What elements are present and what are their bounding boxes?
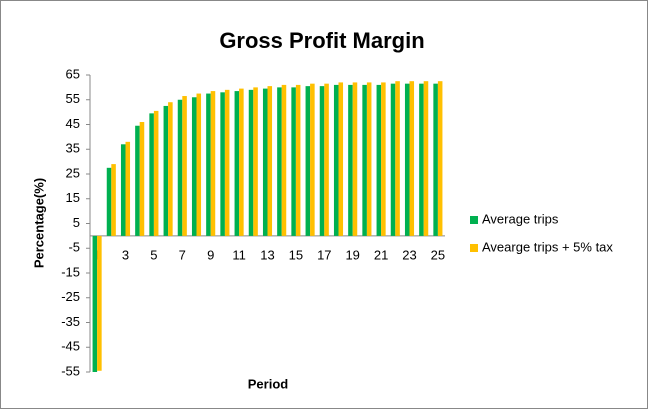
bar [433, 83, 438, 236]
bar [149, 113, 154, 236]
bar [234, 91, 240, 236]
bar [324, 83, 329, 236]
bar [206, 93, 211, 236]
x-tick-label: 3 [122, 247, 129, 262]
y-tick-label: -55 [61, 363, 80, 378]
y-tick-label: 55 [66, 91, 80, 106]
bar [310, 83, 315, 236]
x-tick-label: 11 [232, 247, 246, 262]
y-tick-label: 15 [66, 190, 80, 205]
bar [210, 91, 216, 236]
y-tick-label: 45 [66, 116, 80, 131]
bar [135, 125, 140, 236]
bar [338, 82, 344, 236]
bar [277, 87, 282, 236]
bar [92, 235, 98, 372]
bar [305, 86, 311, 236]
y-tick-label: 5 [73, 215, 80, 230]
legend-swatch [470, 216, 478, 224]
legend-label: Avearge trips + 5% tax [482, 239, 613, 254]
bar [111, 164, 116, 236]
bar [125, 141, 131, 236]
bar [224, 89, 230, 236]
bar [409, 81, 415, 236]
bar [168, 102, 173, 236]
bar [423, 81, 429, 236]
x-tick-label: 25 [431, 247, 445, 262]
bar [352, 82, 358, 236]
bar [376, 84, 382, 236]
bar [333, 84, 339, 236]
bar [281, 84, 287, 236]
y-axis-title: Percentage(%) [31, 178, 46, 268]
legend-label: Average trips [482, 211, 559, 226]
bar [97, 235, 102, 371]
legend-swatch [470, 244, 478, 252]
bar [139, 122, 145, 236]
bar [248, 89, 254, 236]
bar [291, 87, 296, 236]
bar [390, 83, 396, 236]
bar [362, 84, 367, 236]
x-tick-label: 9 [207, 247, 214, 262]
y-tick-label: -5 [68, 240, 80, 255]
x-axis-title: Period [248, 376, 289, 391]
x-tick-label: 17 [317, 247, 331, 262]
bar [404, 83, 410, 236]
bar [253, 87, 258, 236]
bar [267, 86, 273, 236]
y-tick-label: -35 [61, 314, 80, 329]
y-tick-label: 65 [66, 66, 80, 81]
x-tick-label: 13 [260, 247, 274, 262]
bar [381, 82, 386, 236]
x-tick-label: 21 [374, 247, 388, 262]
chart-title: Gross Profit Margin [219, 28, 424, 53]
x-tick-label: 7 [179, 247, 186, 262]
bar [153, 110, 159, 236]
x-tick-label: 15 [289, 247, 303, 262]
y-tick-label: 35 [66, 141, 80, 156]
y-tick-label: 25 [66, 165, 80, 180]
x-tick-label: 19 [345, 247, 359, 262]
y-tick-label: -25 [61, 289, 80, 304]
bar [437, 81, 443, 236]
bar [295, 84, 301, 236]
bar [196, 93, 202, 236]
bar [163, 105, 169, 236]
y-tick-label: -15 [61, 264, 80, 279]
x-tick-label: 5 [150, 247, 157, 262]
y-tick-label: -45 [61, 339, 80, 354]
bar [366, 82, 372, 236]
bar [239, 88, 244, 236]
bar [191, 97, 197, 236]
bar [348, 84, 353, 236]
x-tick-label: 23 [402, 247, 416, 262]
bar [120, 144, 126, 236]
bar [182, 96, 187, 236]
bar [106, 167, 112, 236]
bar [177, 99, 183, 236]
bar [419, 83, 424, 236]
bar [220, 92, 225, 236]
bar [262, 88, 268, 236]
bar [319, 86, 325, 236]
bar [395, 81, 400, 236]
